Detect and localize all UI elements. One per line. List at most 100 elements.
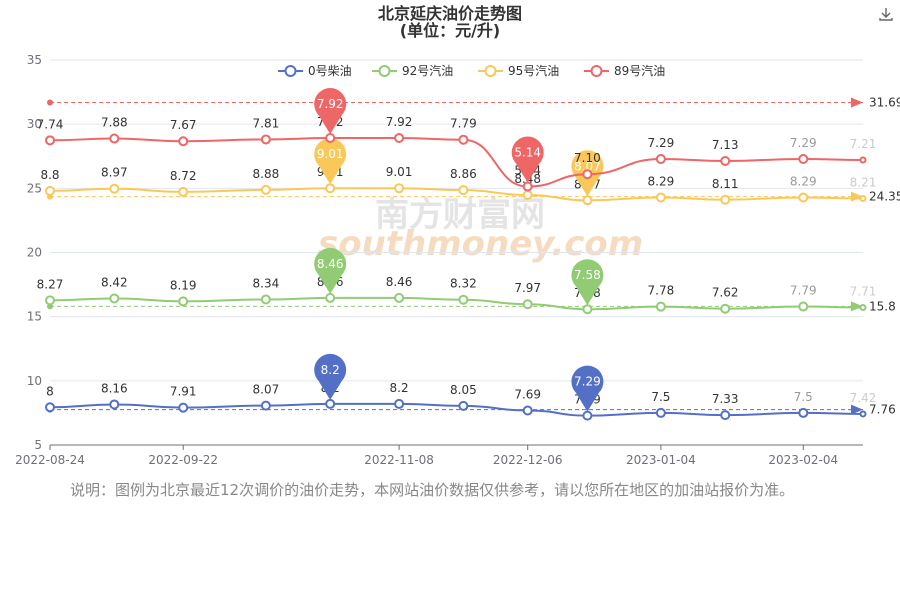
data-point xyxy=(798,407,809,418)
data-point xyxy=(522,299,533,310)
average-label: 15.8 xyxy=(869,299,896,313)
data-point xyxy=(178,296,189,307)
y-tick-label: 5 xyxy=(34,438,42,452)
data-label: 8.05 xyxy=(450,383,477,397)
max-pin xyxy=(314,353,347,386)
data-point xyxy=(178,402,189,413)
data-label: 7.88 xyxy=(101,116,128,130)
average-label: 7.76 xyxy=(869,403,896,417)
data-point xyxy=(45,402,55,413)
min-pin-tail xyxy=(575,286,599,306)
legend-item-3: 89号汽油 xyxy=(584,63,665,78)
y-tick-label: 35 xyxy=(27,53,42,67)
chart-subtitle: (单位：元/升) xyxy=(399,21,501,40)
data-point xyxy=(522,181,533,192)
data-point xyxy=(325,292,336,303)
data-point xyxy=(260,294,271,305)
legend-item-1: 92号汽油 xyxy=(372,63,453,78)
average-arrow xyxy=(851,301,863,312)
min-pin-label: 5.14 xyxy=(514,146,541,160)
y-tick-label: 15 xyxy=(27,310,42,324)
max-pin-label: 8.2 xyxy=(321,363,340,377)
data-point xyxy=(325,183,336,194)
data-point xyxy=(655,153,666,164)
data-point xyxy=(859,194,867,202)
data-label: 7.5 xyxy=(651,390,670,404)
data-label: 7.5 xyxy=(794,390,813,404)
data-point xyxy=(720,410,731,421)
data-point xyxy=(260,184,271,195)
max-pin-tail xyxy=(318,275,342,294)
max-pin-label: 8.46 xyxy=(317,257,344,271)
data-point xyxy=(260,134,271,145)
data-point xyxy=(109,133,120,144)
average-arrow xyxy=(851,191,863,202)
min-pin-tail xyxy=(575,177,599,197)
data-label: 8.42 xyxy=(101,275,128,289)
x-tick-label: 2022-11-08 xyxy=(364,453,434,467)
data-label: 7.79 xyxy=(450,117,477,131)
data-label: 7.78 xyxy=(648,284,675,298)
data-label: 8.19 xyxy=(170,278,197,292)
max-pin-tail xyxy=(318,115,342,135)
average-label: 31.69 xyxy=(869,95,900,109)
data-point xyxy=(582,304,593,315)
min-pin xyxy=(571,365,604,398)
x-tick-label: 2022-08-24 xyxy=(15,453,85,467)
data-point xyxy=(458,400,469,411)
chart-title: 北京延庆油价走势图 xyxy=(377,4,522,23)
average-arrow xyxy=(851,404,863,415)
data-point xyxy=(325,133,336,144)
data-label: 7.13 xyxy=(712,138,739,152)
data-point xyxy=(798,301,809,312)
data-label: 7.29 xyxy=(790,136,817,150)
watermark-cn: 南方财富网 xyxy=(375,195,545,235)
data-point xyxy=(798,192,809,203)
data-point xyxy=(45,185,55,196)
max-pin xyxy=(314,138,347,171)
data-label: 7.42 xyxy=(850,391,877,405)
data-point xyxy=(582,410,593,421)
watermark-en: southmoney.com xyxy=(318,224,643,264)
data-point xyxy=(394,133,405,144)
y-tick-label: 10 xyxy=(27,374,42,388)
download-icon[interactable] xyxy=(878,6,894,22)
data-label: 8.21 xyxy=(850,175,877,189)
x-tick-label: 2022-09-22 xyxy=(148,453,218,467)
data-label: 9.01 xyxy=(386,165,413,179)
series-2: 24.358.88.978.728.889.019.018.868.488.07… xyxy=(40,138,900,206)
data-label: 7.79 xyxy=(790,284,817,298)
legend-label: 95号汽油 xyxy=(508,63,559,78)
data-point xyxy=(260,400,271,411)
data-point xyxy=(522,190,533,201)
data-label: 7.10 xyxy=(574,151,601,165)
data-point xyxy=(859,156,867,164)
data-point xyxy=(458,294,469,305)
max-pin-tail xyxy=(318,165,342,185)
data-point xyxy=(720,303,731,314)
legend-label: 0号柴油 xyxy=(308,64,352,78)
series-1: 15.8 8.27 8.42 8.19 8.34 8.46 8.46 8.32 7.97 7.58… xyxy=(37,247,896,315)
data-label: 8.29 xyxy=(790,174,817,188)
series-line xyxy=(49,296,864,311)
data-label: 7.81 xyxy=(253,116,280,130)
data-label: 8 xyxy=(46,384,54,398)
legend-item-2: 95号汽油 xyxy=(478,63,559,78)
data-label: 7.74 xyxy=(37,117,64,131)
data-point xyxy=(394,183,405,194)
legend-marker xyxy=(484,65,497,77)
legend-label: 92号汽油 xyxy=(402,63,453,78)
data-label: 8.46 xyxy=(386,275,413,289)
data-label: 7.29 xyxy=(648,136,675,150)
data-label: 8.88 xyxy=(253,167,280,181)
data-point xyxy=(582,195,593,206)
max-pin xyxy=(314,88,347,121)
data-label: 8.32 xyxy=(450,277,477,291)
data-point xyxy=(458,185,469,196)
data-label: 7.62 xyxy=(712,286,739,300)
data-label: 8.29 xyxy=(648,174,675,188)
watermark: 南方财富网 southmoney.com xyxy=(318,195,643,264)
data-label: 7.92 xyxy=(386,115,413,129)
max-pin-label: 7.92 xyxy=(317,97,344,111)
